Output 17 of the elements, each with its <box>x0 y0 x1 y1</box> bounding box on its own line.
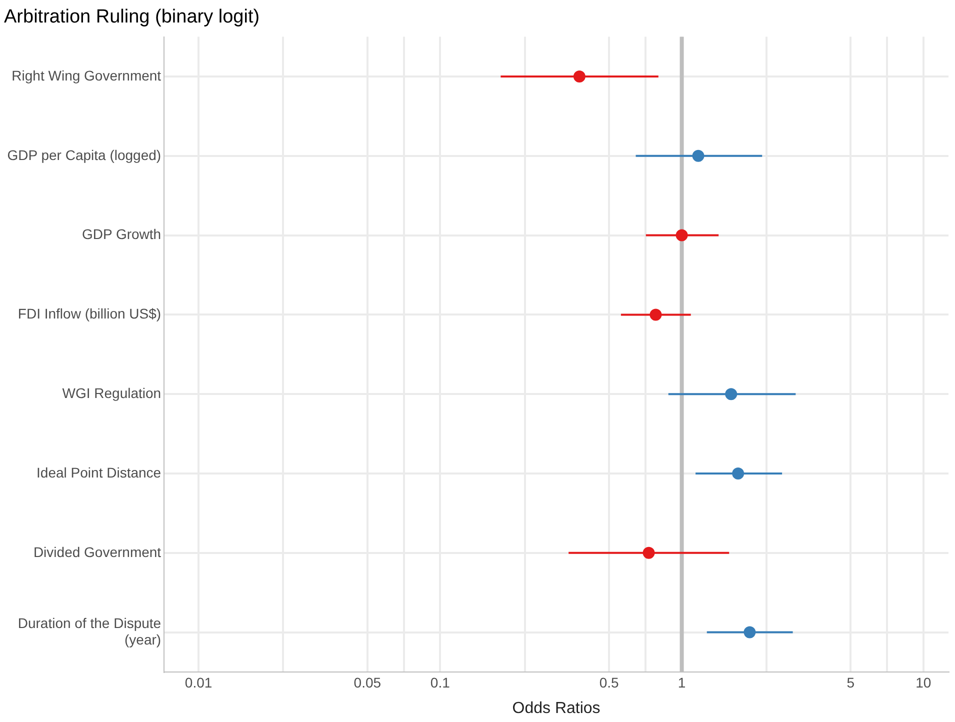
x-tick-label: 0.5 <box>599 674 619 690</box>
y-tick-label: FDI Inflow (billion US$) <box>18 306 162 322</box>
y-tick-label: GDP Growth <box>82 226 162 242</box>
y-tick-label: Right Wing Government <box>12 67 162 84</box>
x-tick-label: 0.1 <box>430 674 450 690</box>
x-axis-title: Odds Ratios <box>512 700 600 717</box>
chart-title: Arbitration Ruling (binary logit) <box>4 6 260 28</box>
x-tick-label: 1 <box>678 674 686 690</box>
x-tick-label: 0.01 <box>184 674 212 690</box>
y-tick-label: WGI Regulation <box>62 384 162 401</box>
y-tick-label: Ideal Point Distance <box>36 464 162 480</box>
x-tick-label: 5 <box>846 674 855 690</box>
x-tick-label: 10 <box>916 674 932 690</box>
y-tick-label: Duration of the Dispute (year) <box>18 614 162 648</box>
y-tick-label: GDP per Capita (logged) <box>7 146 162 163</box>
x-tick-label: 0.05 <box>354 674 382 690</box>
y-tick-label: Divided Government <box>33 544 162 560</box>
